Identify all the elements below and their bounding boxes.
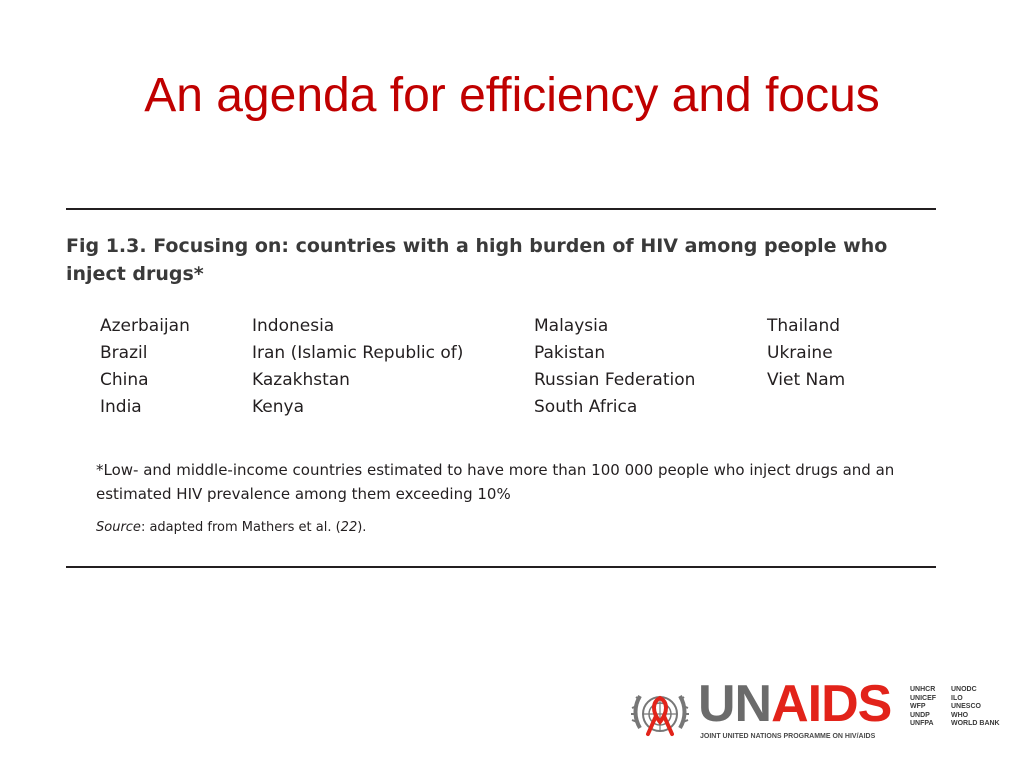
figure-source: Source: adapted from Mathers et al. (22)… (96, 518, 366, 538)
bottom-rule (66, 566, 936, 568)
cosponsors-left: UNHCR UNICEF WFP UNDP UNFPA (910, 686, 936, 729)
country-item: Ukraine (767, 343, 833, 363)
unaids-wordmark: UNAIDS (698, 674, 892, 734)
un-emblem-icon (631, 694, 689, 736)
country-item: Viet Nam (767, 370, 846, 390)
country-column-4: Thailand Ukraine Viet Nam (767, 313, 845, 394)
country-item: Azerbaijan (100, 316, 190, 336)
cosponsor-item: UNFPA (910, 720, 934, 728)
country-column-2: Indonesia Iran (Islamic Republic of) Kaz… (252, 313, 463, 421)
source-ref: 22 (340, 520, 358, 535)
figure-title: Fig 1.3. Focusing on: countries with a h… (66, 235, 888, 285)
cosponsor-item: WHO (951, 711, 969, 719)
source-end: ). (357, 520, 367, 535)
cosponsor-item: UNHCR (910, 686, 936, 693)
wordmark-aids: AIDS (771, 675, 892, 733)
source-label: Source (96, 520, 141, 535)
slide-title: An agenda for efficiency and focus (144, 69, 880, 122)
country-item: India (100, 397, 142, 417)
cosponsor-item: WFP (910, 703, 926, 711)
cosponsor-item: UNDP (910, 711, 930, 719)
unaids-logo: UNAIDS JOINT UNITED NATIONS PROGRAMME ON… (628, 675, 1008, 746)
country-item: Brazil (100, 343, 148, 363)
country-item: China (100, 370, 149, 390)
cosponsor-item: UNODC (951, 686, 977, 693)
country-column-3: Malaysia Pakistan Russian Federation Sou… (534, 313, 695, 421)
figure-footnote: *Low- and middle-income countries estima… (96, 461, 895, 503)
country-item: Indonesia (252, 316, 335, 336)
cosponsors-right: UNODC ILO UNESCO WHO WORLD BANK (951, 686, 1000, 729)
top-rule (66, 208, 936, 210)
cosponsor-item: UNICEF (910, 694, 937, 702)
country-item: Thailand (767, 316, 841, 336)
country-item: South Africa (534, 397, 638, 417)
country-item: Kazakhstan (252, 370, 350, 390)
country-item: Pakistan (534, 343, 606, 363)
cosponsor-item: WORLD BANK (951, 720, 1000, 728)
logo-tagline: JOINT UNITED NATIONS PROGRAMME ON HIV/AI… (700, 733, 876, 740)
country-item: Kenya (252, 397, 305, 417)
cosponsor-item: UNESCO (951, 703, 981, 711)
wordmark-un: UN (698, 675, 772, 733)
source-text: : adapted from Mathers et al. ( (140, 520, 341, 535)
country-item: Malaysia (534, 316, 609, 336)
country-column-1: Azerbaijan Brazil China India (100, 313, 190, 421)
cosponsor-item: ILO (951, 694, 963, 702)
country-item: Russian Federation (534, 370, 696, 390)
country-item: Iran (Islamic Republic of) (252, 343, 464, 363)
